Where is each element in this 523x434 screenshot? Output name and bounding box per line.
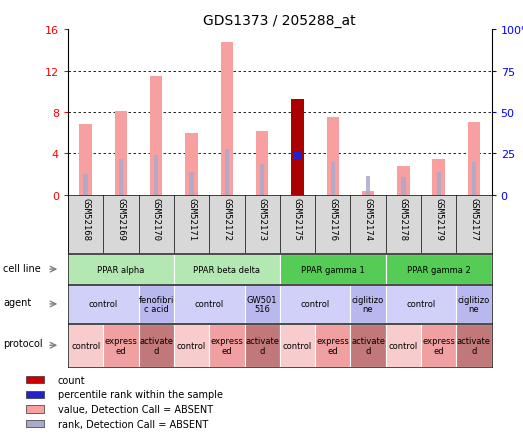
Text: count: count: [58, 375, 85, 385]
Bar: [189, 173, 194, 195]
Bar: [68, 255, 174, 284]
Bar: [79, 125, 92, 195]
Text: GSM52173: GSM52173: [258, 197, 267, 240]
Bar: [139, 324, 174, 367]
Bar: [26, 405, 44, 413]
Bar: [456, 285, 492, 323]
Text: GSM52179: GSM52179: [434, 197, 443, 240]
Bar: [280, 285, 350, 323]
Bar: [26, 376, 44, 384]
Text: PPAR gamma 1: PPAR gamma 1: [301, 265, 365, 274]
Text: percentile rank within the sample: percentile rank within the sample: [58, 389, 222, 399]
Bar: [154, 156, 158, 195]
Text: GSM52176: GSM52176: [328, 197, 337, 240]
Text: express
ed: express ed: [422, 336, 455, 355]
Bar: [397, 166, 410, 195]
Bar: [260, 164, 264, 195]
Text: control: control: [389, 341, 418, 350]
Bar: [104, 324, 139, 367]
Bar: [84, 174, 88, 195]
Bar: [244, 285, 280, 323]
Bar: [385, 285, 456, 323]
Bar: [209, 324, 244, 367]
Bar: [315, 324, 350, 367]
Bar: [362, 191, 374, 195]
Bar: [150, 77, 163, 195]
Bar: [174, 324, 209, 367]
Text: PPAR beta delta: PPAR beta delta: [194, 265, 260, 274]
Bar: [174, 255, 280, 284]
Bar: [139, 285, 174, 323]
Text: control: control: [89, 300, 118, 309]
Bar: [385, 324, 421, 367]
Text: activate
d: activate d: [351, 336, 385, 355]
Bar: [385, 255, 492, 284]
Text: control: control: [301, 300, 329, 309]
Text: express
ed: express ed: [105, 336, 138, 355]
Bar: [366, 177, 370, 195]
Text: fenofibri
c acid: fenofibri c acid: [139, 295, 174, 313]
Bar: [331, 162, 335, 195]
Bar: [280, 324, 315, 367]
Bar: [472, 162, 476, 195]
Text: PPAR alpha: PPAR alpha: [97, 265, 145, 274]
Text: GSM52171: GSM52171: [187, 197, 196, 240]
Text: value, Detection Call = ABSENT: value, Detection Call = ABSENT: [58, 404, 213, 414]
Bar: [280, 255, 385, 284]
Text: GSM52168: GSM52168: [81, 197, 90, 240]
Text: GSM52174: GSM52174: [363, 197, 372, 240]
Text: PPAR gamma 2: PPAR gamma 2: [407, 265, 471, 274]
Bar: [350, 324, 385, 367]
Text: control: control: [195, 300, 224, 309]
Bar: [221, 43, 233, 195]
Bar: [437, 173, 441, 195]
Text: ciglitizo
ne: ciglitizo ne: [458, 295, 490, 313]
Bar: [119, 159, 123, 195]
Bar: [433, 159, 445, 195]
Bar: [185, 134, 198, 195]
Text: GSM52172: GSM52172: [222, 197, 231, 240]
Bar: [244, 324, 280, 367]
Text: express
ed: express ed: [210, 336, 243, 355]
Bar: [291, 99, 304, 195]
Text: control: control: [71, 341, 100, 350]
Bar: [401, 178, 405, 195]
Text: express
ed: express ed: [316, 336, 349, 355]
Text: GSM52170: GSM52170: [152, 197, 161, 240]
Text: control: control: [177, 341, 206, 350]
Text: activate
d: activate d: [245, 336, 279, 355]
Text: ciglitizo
ne: ciglitizo ne: [352, 295, 384, 313]
Text: GSM52169: GSM52169: [117, 197, 126, 240]
Bar: [350, 285, 385, 323]
Text: rank, Detection Call = ABSENT: rank, Detection Call = ABSENT: [58, 419, 208, 428]
Bar: [225, 150, 229, 195]
Text: activate
d: activate d: [457, 336, 491, 355]
Bar: [456, 324, 492, 367]
Bar: [26, 391, 44, 398]
Text: control: control: [406, 300, 436, 309]
Text: cell line: cell line: [3, 263, 41, 273]
Title: GDS1373 / 205288_at: GDS1373 / 205288_at: [203, 14, 356, 28]
Bar: [115, 112, 127, 195]
Bar: [26, 420, 44, 427]
Text: control: control: [283, 341, 312, 350]
Bar: [421, 324, 456, 367]
Text: GSM52178: GSM52178: [399, 197, 408, 240]
Bar: [68, 285, 139, 323]
Bar: [468, 123, 480, 195]
Text: activate
d: activate d: [139, 336, 173, 355]
Text: GSM52177: GSM52177: [470, 197, 479, 240]
Bar: [326, 118, 339, 195]
Text: GSM52175: GSM52175: [293, 197, 302, 240]
Bar: [68, 324, 104, 367]
Bar: [256, 132, 268, 195]
Text: GW501
516: GW501 516: [247, 295, 277, 313]
Bar: [174, 285, 244, 323]
Text: agent: agent: [3, 297, 31, 307]
Text: protocol: protocol: [3, 339, 43, 349]
